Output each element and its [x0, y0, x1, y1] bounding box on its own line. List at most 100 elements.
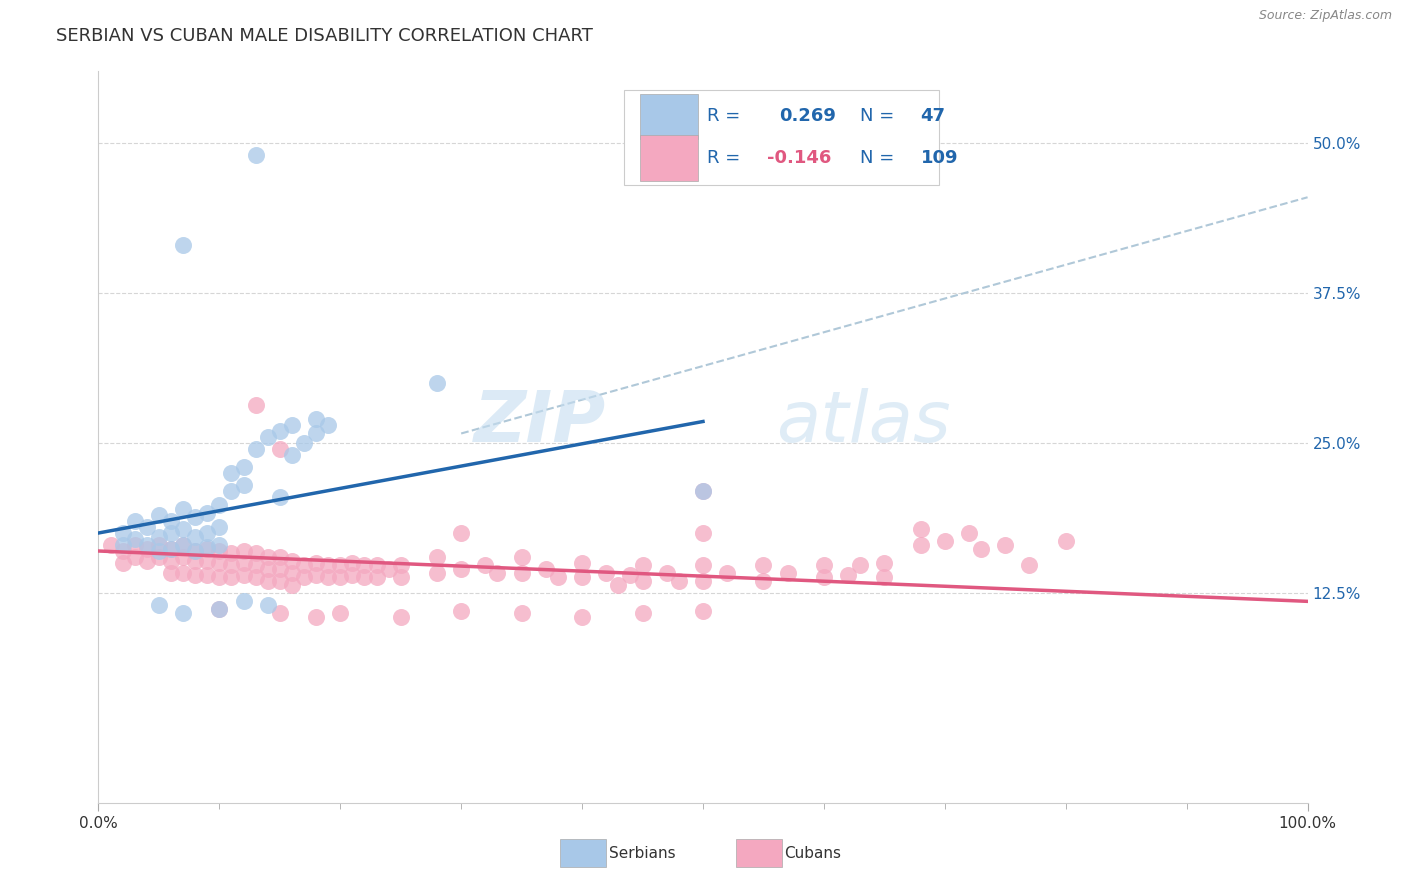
Point: [245, 546, 267, 560]
Point: [172, 549, 194, 564]
Point: [342, 568, 364, 582]
Point: [776, 566, 799, 580]
Point: [195, 568, 218, 582]
Point: [752, 574, 775, 588]
Point: [366, 558, 388, 573]
Point: [148, 598, 170, 612]
Text: Cubans: Cubans: [785, 846, 841, 861]
Point: [256, 430, 278, 444]
Point: [305, 568, 328, 582]
Point: [148, 538, 170, 552]
Point: [269, 442, 291, 456]
Point: [269, 562, 291, 576]
Point: [1054, 534, 1077, 549]
Point: [172, 502, 194, 516]
Point: [873, 570, 896, 584]
Point: [510, 607, 533, 621]
Point: [160, 541, 183, 556]
Point: [208, 601, 231, 615]
Point: [281, 553, 304, 567]
FancyBboxPatch shape: [624, 90, 939, 185]
Point: [716, 566, 738, 580]
Point: [111, 544, 134, 558]
Point: [172, 523, 194, 537]
Point: [208, 570, 231, 584]
Point: [292, 558, 315, 573]
Point: [426, 549, 449, 564]
Point: [389, 610, 412, 624]
Point: [256, 574, 278, 588]
Text: Serbians: Serbians: [609, 846, 675, 861]
Point: [195, 526, 218, 541]
Point: [849, 558, 872, 573]
Point: [160, 514, 183, 528]
Point: [873, 556, 896, 570]
Point: [269, 549, 291, 564]
Point: [172, 566, 194, 580]
Point: [208, 538, 231, 552]
Point: [111, 556, 134, 570]
Point: [668, 574, 690, 588]
Point: [221, 558, 243, 573]
Point: [256, 562, 278, 576]
Point: [184, 568, 207, 582]
Point: [813, 570, 835, 584]
Point: [184, 530, 207, 544]
Point: [172, 538, 194, 552]
Point: [571, 570, 593, 584]
Point: [245, 148, 267, 162]
Point: [389, 558, 412, 573]
Point: [221, 466, 243, 480]
Point: [366, 570, 388, 584]
Point: [510, 549, 533, 564]
Point: [329, 570, 352, 584]
Point: [256, 598, 278, 612]
Text: ZIP: ZIP: [474, 388, 606, 457]
Point: [329, 607, 352, 621]
Point: [208, 520, 231, 534]
Point: [631, 558, 654, 573]
Point: [534, 562, 557, 576]
Point: [160, 541, 183, 556]
Point: [910, 523, 932, 537]
Point: [172, 238, 194, 252]
Point: [450, 604, 472, 618]
Point: [232, 460, 254, 475]
Point: [595, 566, 617, 580]
Point: [571, 610, 593, 624]
Point: [172, 538, 194, 552]
Point: [316, 418, 339, 433]
Point: [619, 568, 641, 582]
Point: [245, 570, 267, 584]
Point: [292, 570, 315, 584]
Point: [269, 574, 291, 588]
Point: [353, 558, 375, 573]
Point: [970, 541, 993, 556]
Text: atlas: atlas: [776, 388, 950, 457]
Point: [957, 526, 980, 541]
Point: [269, 424, 291, 438]
Point: [752, 558, 775, 573]
Point: [934, 534, 956, 549]
Point: [160, 553, 183, 567]
Point: [692, 483, 714, 498]
Text: N =: N =: [860, 107, 900, 125]
Point: [329, 558, 352, 573]
Point: [510, 566, 533, 580]
Point: [316, 558, 339, 573]
Point: [135, 553, 157, 567]
Text: 109: 109: [921, 149, 957, 167]
Point: [232, 544, 254, 558]
Point: [305, 412, 328, 426]
Point: [486, 566, 509, 580]
Point: [184, 544, 207, 558]
Point: [100, 538, 122, 552]
Point: [184, 544, 207, 558]
Point: [910, 538, 932, 552]
Point: [195, 541, 218, 555]
Point: [135, 538, 157, 552]
Point: [256, 549, 278, 564]
Point: [281, 418, 304, 433]
Point: [426, 566, 449, 580]
Point: [994, 538, 1017, 552]
